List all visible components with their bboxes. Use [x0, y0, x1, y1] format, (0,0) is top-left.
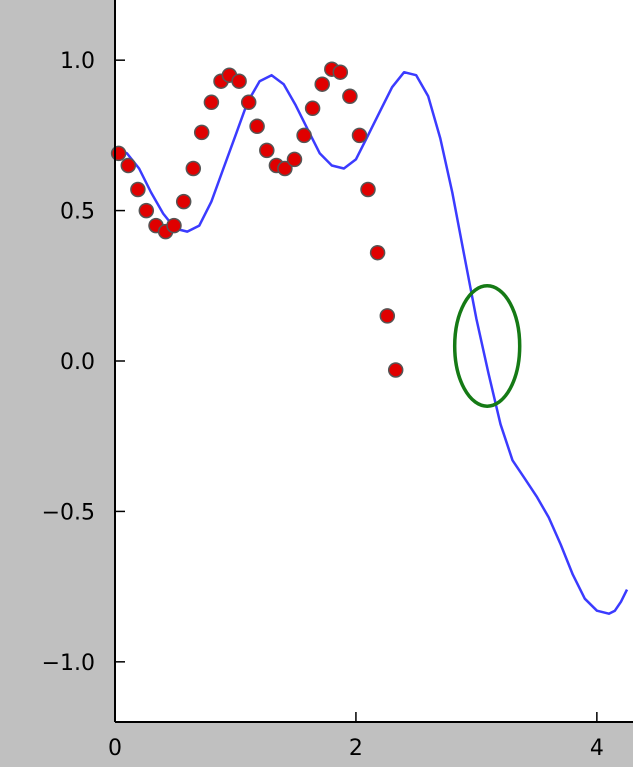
data-point-marker	[138, 202, 155, 219]
data-point-marker	[249, 118, 265, 135]
data-point-marker	[185, 160, 202, 177]
data-point-marker	[203, 94, 220, 111]
data-point-marker	[342, 88, 358, 105]
y-tick-label: −1.0	[42, 651, 95, 676]
data-point-marker	[379, 308, 396, 324]
x-tick-label: 4	[590, 736, 604, 761]
data-point-marker	[193, 124, 210, 141]
data-point-marker	[369, 244, 386, 261]
highlight-circle	[452, 284, 522, 408]
data-point-marker	[110, 145, 127, 162]
ticks-layer: 1.0 0.5 0.0 −0.5 −1.0 0 2 4	[42, 49, 604, 761]
data-point-marker	[286, 151, 303, 168]
series-line	[114, 70, 629, 615]
data-point-marker	[166, 217, 182, 234]
data-point-marker	[231, 73, 247, 89]
y-tick-label: 1.0	[60, 49, 95, 74]
data-point-marker	[240, 94, 257, 111]
y-tick-label: −0.5	[42, 500, 95, 525]
data-point-marker	[130, 181, 146, 198]
data-point-marker	[332, 64, 349, 80]
data-point-marker	[175, 193, 192, 210]
data-point-marker	[314, 76, 330, 92]
y-tick-label: 0.5	[60, 200, 95, 225]
plot-area	[115, 0, 633, 722]
data-point-marker	[259, 142, 275, 159]
data-point-marker	[304, 100, 321, 117]
data-point-marker	[120, 157, 137, 174]
y-tick-label: 0.0	[60, 350, 95, 375]
data-point-marker	[296, 127, 312, 144]
data-point-marker	[277, 160, 293, 177]
x-tick-label: 0	[108, 736, 122, 761]
data-point-marker	[360, 181, 376, 198]
data-point-marker	[351, 127, 368, 144]
x-tick-label: 2	[349, 736, 363, 761]
data-point-marker	[387, 362, 404, 378]
